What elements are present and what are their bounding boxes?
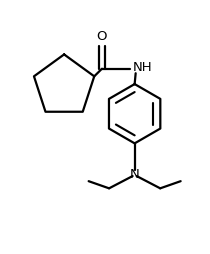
Text: NH: NH xyxy=(133,61,152,74)
Text: N: N xyxy=(130,168,139,181)
Text: O: O xyxy=(97,30,107,43)
